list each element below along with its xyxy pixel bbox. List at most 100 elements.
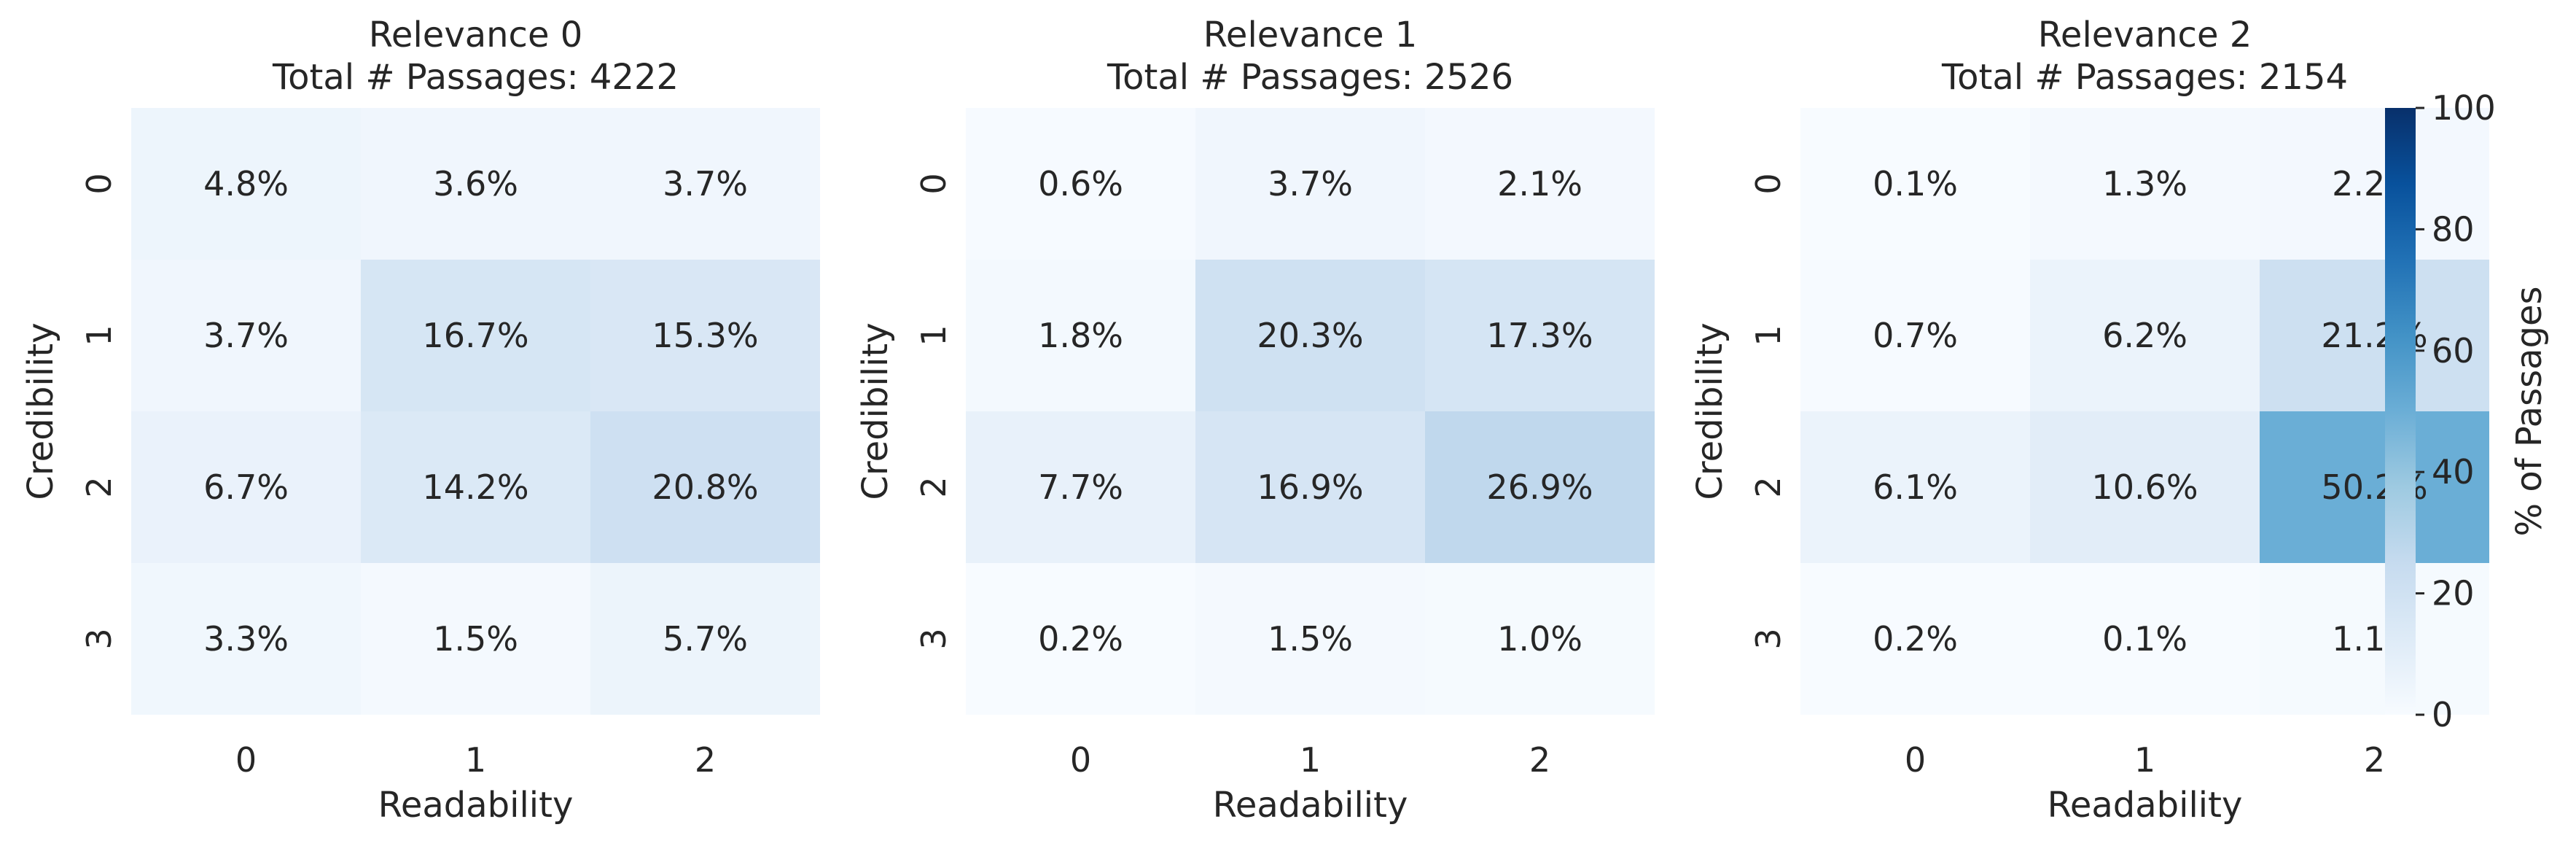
heatmap-cell [361,260,590,411]
heatmap-cell [590,411,820,563]
heatmap-cell [590,260,820,411]
cell-label: 4.8% [203,164,289,203]
cell-label: 20.8% [652,467,758,507]
y-tick-label: 2 [1749,476,1788,497]
heatmap-cell [2030,563,2260,715]
heatmap-cell [1195,108,1425,260]
heatmap-cell [1425,411,1655,563]
cell-label: 0.1% [2102,619,2187,659]
cell-label: 20.3% [1257,316,1363,355]
cell-label: 16.7% [422,316,528,355]
cell-label: 14.2% [422,467,528,507]
heatmap-cell [131,108,361,260]
x-tick-label: 1 [465,740,486,780]
panel-subtitle: Total # Passages: 2154 [1941,57,2348,98]
y-tick-label: 1 [79,325,119,346]
cell-label: 7.7% [1038,467,1123,507]
y-tick-label: 0 [79,173,119,194]
x-tick-label: 0 [1070,740,1091,780]
heatmap-cell [1425,108,1655,260]
heatmap-cell [1800,563,2030,715]
x-axis-label: Readability [378,785,574,826]
y-tick-label: 3 [914,628,953,649]
heatmap-cell [966,260,1195,411]
heatmap-cell [1800,108,2030,260]
colorbar-label: % of Passages [2509,286,2550,536]
x-tick-label: 2 [1529,740,1550,780]
heatmap-cell [131,260,361,411]
colorbar: 0 20 40 60 80 100 % of Passages [2385,88,2550,734]
cell-label: 6.1% [1873,467,1958,507]
heatmap-cell [1800,411,2030,563]
heatmap-cell [1425,260,1655,411]
cell-label: 0.6% [1038,164,1123,203]
cell-label: 3.7% [203,316,289,355]
cell-label: 3.6% [433,164,518,203]
cell-label: 15.3% [652,316,758,355]
y-axis-label: Credibility [1690,322,1730,500]
heatmap-cell [1195,411,1425,563]
heatmap-cell [966,108,1195,260]
heatmap-cell [131,411,361,563]
colorbar-tick-label: 40 [2432,452,2475,492]
heatmap-cell [361,563,590,715]
colorbar-tick-label: 20 [2432,574,2475,613]
cell-label: 1.8% [1038,316,1123,355]
cell-label: 10.6% [2091,467,2198,507]
y-tick-label: 3 [1749,628,1788,649]
panel-title: Relevance 2 [2038,15,2252,55]
colorbar-gradient [2385,108,2416,715]
cell-label: 16.9% [1257,467,1363,507]
heatmap-cell [2030,411,2260,563]
y-tick-label: 1 [914,325,953,346]
cell-label: 0.1% [1873,164,1958,203]
heatmap-cell [2260,260,2489,411]
y-tick-label: 0 [1749,173,1788,194]
colorbar-tick-label: 100 [2432,88,2496,128]
heatmap-cell [966,411,1195,563]
cell-label: 0.7% [1873,316,1958,355]
heatmap-cell [590,563,820,715]
panel-subtitle: Total # Passages: 2526 [1106,57,1513,98]
x-tick-label: 2 [2364,740,2385,780]
cell-label: 1.5% [433,619,518,659]
panel-title: Relevance 1 [1203,15,1418,55]
heatmap-cell [1425,563,1655,715]
panel-title: Relevance 0 [369,15,583,55]
x-tick-label: 1 [2134,740,2155,780]
cell-label: 2.1% [1497,164,1582,203]
colorbar-tick-label: 0 [2432,695,2453,734]
cell-label: 0.2% [1873,619,1958,659]
cell-label: 6.2% [2102,316,2187,355]
cell-label: 1.5% [1268,619,1353,659]
heatmap-cell [966,563,1195,715]
y-tick-label: 3 [79,628,119,649]
x-tick-label: 2 [695,740,716,780]
cell-label: 3.7% [663,164,748,203]
y-tick-label: 1 [1749,325,1788,346]
x-tick-label: 1 [1300,740,1321,780]
heatmap-cell [361,108,590,260]
cell-label: 3.3% [203,619,289,659]
cell-label: 17.3% [1486,316,1593,355]
colorbar-tick-label: 60 [2432,331,2475,370]
cell-label: 1.0% [1497,619,1582,659]
heatmap-cell [2260,411,2489,563]
x-tick-label: 0 [1905,740,1926,780]
x-axis-label: Readability [1213,785,1408,826]
heatmap-cell [590,108,820,260]
y-tick-label: 2 [914,476,953,497]
y-axis-label: Credibility [855,322,896,500]
cell-label: 0.2% [1038,619,1123,659]
colorbar-tick-label: 80 [2432,209,2475,249]
x-axis-label: Readability [2048,785,2243,826]
y-tick-label: 0 [914,173,953,194]
cell-label: 1.3% [2102,164,2187,203]
x-tick-label: 0 [235,740,257,780]
heatmap-cell [1800,260,2030,411]
